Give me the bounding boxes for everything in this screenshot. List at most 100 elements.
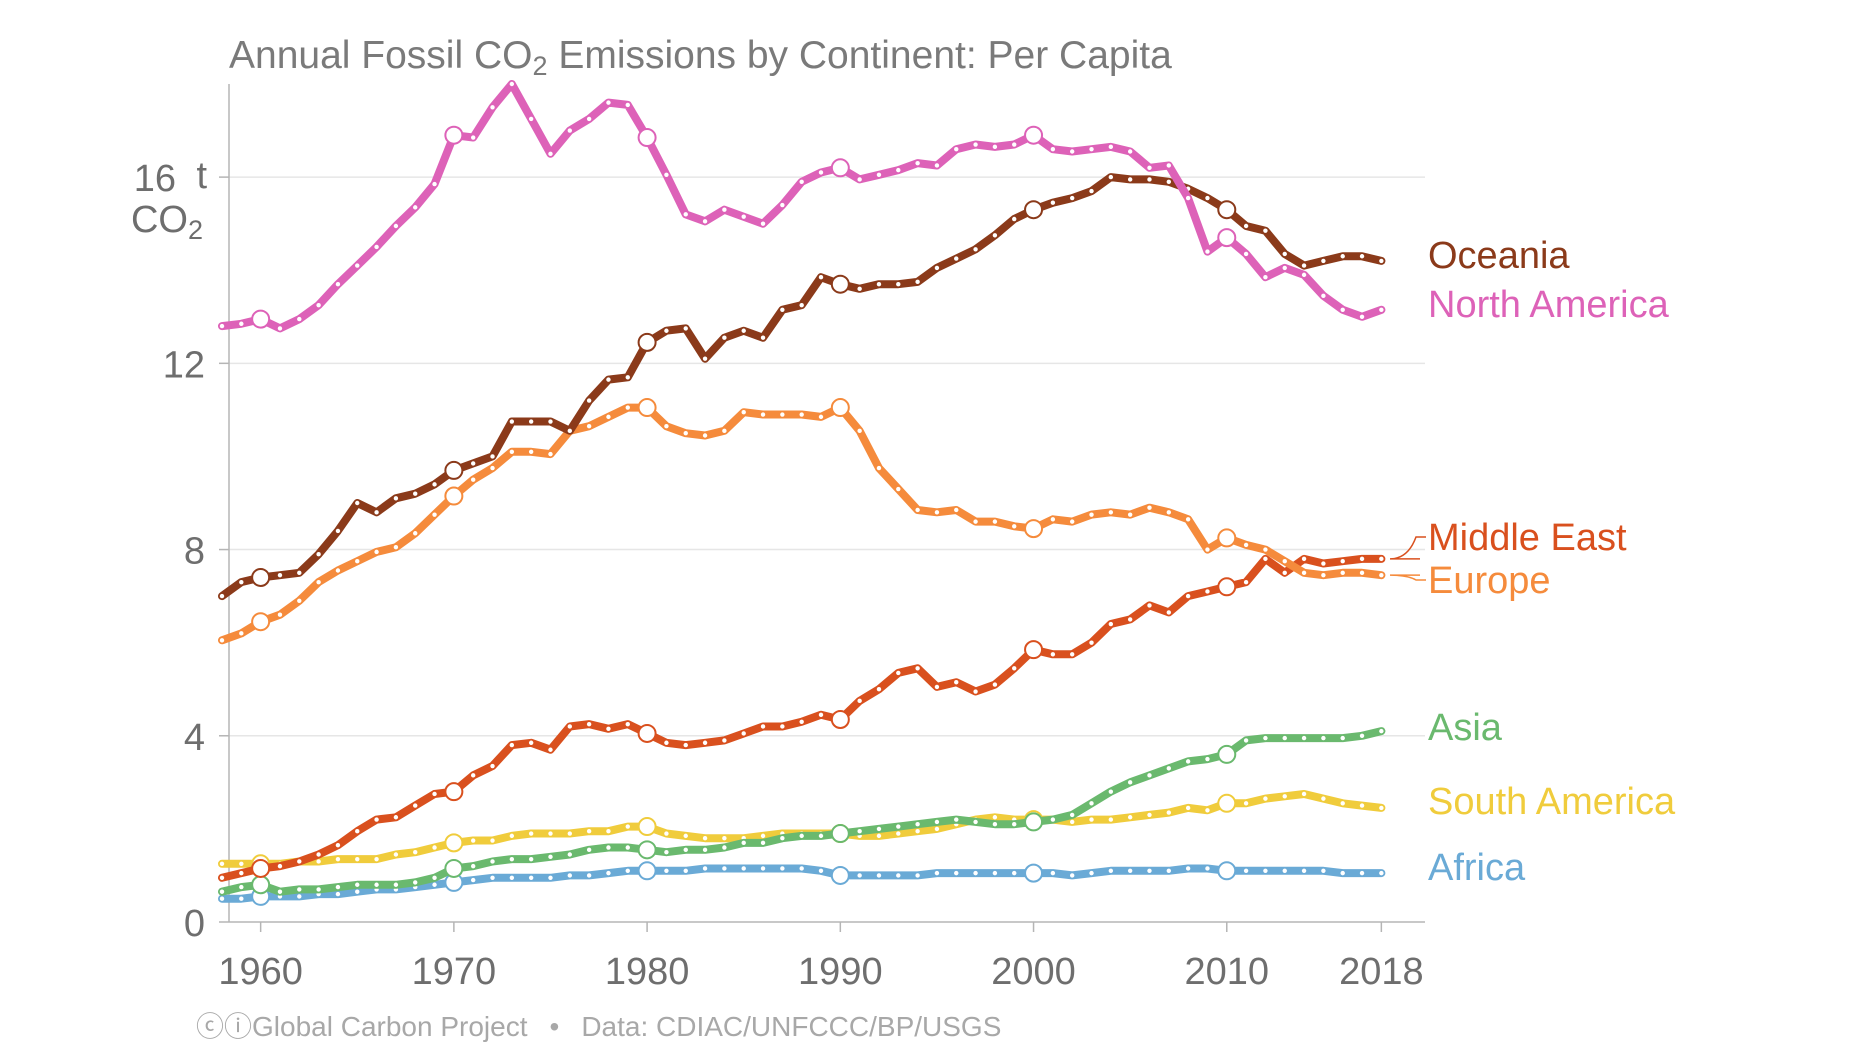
data-point <box>335 842 341 848</box>
data-point <box>915 666 920 671</box>
data-point <box>1321 561 1326 566</box>
data-point <box>548 747 553 752</box>
data-point <box>1166 510 1172 515</box>
data-point <box>277 863 283 869</box>
data-point <box>954 146 959 152</box>
data-point <box>1379 556 1384 562</box>
data-point <box>393 852 399 857</box>
data-point <box>355 882 360 887</box>
series-label-europe: Europe <box>1428 560 1551 602</box>
data-point <box>1012 524 1017 529</box>
data-point <box>1379 870 1384 876</box>
data-point <box>606 870 611 876</box>
data-point <box>1089 870 1094 876</box>
data-point <box>335 856 341 862</box>
data-point <box>490 454 495 459</box>
series-group <box>218 80 1386 906</box>
data-point <box>1379 258 1384 264</box>
data-point <box>567 724 573 729</box>
data-point <box>1108 144 1114 150</box>
data-point <box>277 612 283 617</box>
chart-title: Annual Fossil CO2 Emissions by Continent… <box>229 34 1172 81</box>
data-point <box>934 163 940 168</box>
data-point <box>470 877 476 883</box>
data-point <box>702 740 708 745</box>
series-europe <box>218 398 1386 645</box>
data-point <box>1127 780 1133 785</box>
data-point <box>1321 735 1326 741</box>
x-tick-label: 1970 <box>412 951 497 993</box>
data-point <box>606 845 611 850</box>
data-point <box>374 510 379 515</box>
data-point <box>1127 512 1133 517</box>
data-point <box>586 423 592 429</box>
data-point <box>683 847 688 853</box>
data-point <box>1379 307 1384 312</box>
data-point <box>664 172 669 177</box>
data-point <box>432 875 437 880</box>
label-leader-line <box>1389 536 1426 560</box>
data-point <box>857 873 862 878</box>
data-point <box>1263 228 1268 233</box>
data-point <box>1108 510 1114 515</box>
data-point-decade <box>1217 861 1237 881</box>
data-point <box>664 868 669 873</box>
data-point <box>528 856 534 862</box>
data-point <box>413 491 418 496</box>
y-tick-label: 0 <box>184 903 205 945</box>
data-point <box>432 181 437 187</box>
data-point <box>1108 868 1114 873</box>
data-point <box>1263 796 1268 801</box>
data-point <box>760 412 766 417</box>
series-line <box>218 403 1386 645</box>
data-point <box>586 398 592 403</box>
data-point <box>760 833 766 839</box>
data-point <box>818 712 824 718</box>
data-point <box>1050 817 1056 822</box>
data-point-decade <box>444 125 464 145</box>
series-oceania <box>218 173 1386 601</box>
data-point <box>1282 868 1287 873</box>
data-point <box>1050 517 1056 522</box>
data-point <box>741 410 746 415</box>
data-point <box>239 631 244 636</box>
data-point <box>586 116 592 122</box>
data-point <box>1108 174 1114 180</box>
data-point <box>606 726 611 731</box>
data-point <box>625 868 630 873</box>
data-point <box>1359 803 1365 808</box>
data-point-decade <box>830 398 850 418</box>
data-point <box>606 414 611 420</box>
data-point <box>567 873 573 878</box>
data-point-decade <box>251 567 271 587</box>
data-point <box>316 579 321 585</box>
data-point <box>1263 868 1268 873</box>
data-point <box>1127 177 1133 182</box>
data-point <box>1205 589 1210 594</box>
data-point <box>722 428 727 434</box>
data-point <box>818 170 824 175</box>
data-point <box>548 151 553 157</box>
data-point <box>799 412 804 417</box>
data-point-decade <box>637 128 657 148</box>
data-point <box>393 496 399 501</box>
data-point <box>896 167 901 173</box>
data-point <box>683 326 688 331</box>
data-point-decade <box>251 309 271 329</box>
y-tick-label: 12 <box>163 344 205 386</box>
data-point <box>490 465 495 471</box>
data-point <box>1147 603 1152 608</box>
y-tick-label: 8 <box>184 531 205 573</box>
data-point <box>1127 815 1133 820</box>
data-point <box>664 740 669 745</box>
x-tick-label: 2000 <box>991 951 1076 993</box>
data-point <box>915 279 920 285</box>
data-point <box>1301 735 1307 741</box>
data-point <box>1321 293 1326 299</box>
data-point <box>760 221 766 226</box>
data-point <box>722 845 727 850</box>
data-point <box>239 884 244 890</box>
data-point <box>1166 179 1172 184</box>
data-point <box>1069 149 1075 154</box>
data-point <box>1205 866 1210 871</box>
